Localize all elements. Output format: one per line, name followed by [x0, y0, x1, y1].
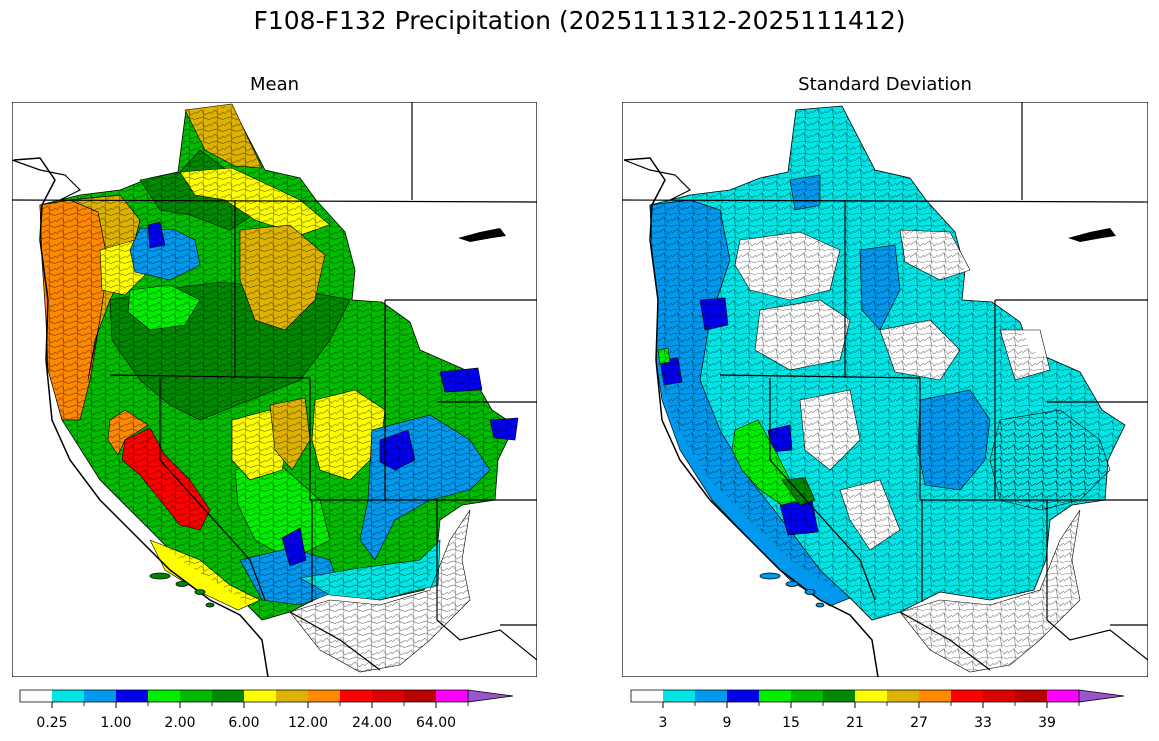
stddev-colorbar-swatch [695, 690, 727, 702]
stddev-colorbar-tick-label: 15 [782, 715, 800, 731]
stddev-colorbar-swatch [887, 690, 919, 702]
stddev-colorbar-tick-label: 3 [659, 715, 668, 731]
stddev-colorbar: 3 9 15 21 27 33 39 [630, 689, 1125, 731]
mean-colorbar-tick-label: 2.00 [164, 715, 195, 731]
mean-colorbar-tick-label: 24.00 [352, 715, 392, 731]
stddev-basin-texture [650, 106, 1125, 620]
mean-colorbar-swatch [436, 690, 468, 702]
stddev-islands [759, 572, 825, 608]
mean-colorbar-swatch [148, 690, 180, 702]
mean-colorbar-swatch [308, 690, 340, 702]
mean-colorbar-tick-label: 0.25 [36, 715, 67, 731]
stddev-colorbar-extend-arrow [1078, 689, 1125, 703]
stddev-colorbar-swatch [983, 690, 1015, 702]
mean-map [12, 102, 537, 677]
stddev-colorbar-swatch [759, 690, 791, 702]
stddev-panel-title: Standard Deviation [798, 74, 972, 95]
mean-colorbar-swatch [116, 690, 148, 702]
mean-islands [149, 572, 215, 608]
stddev-colorbar-swatch [631, 690, 663, 702]
stddev-colorbar-swatch [791, 690, 823, 702]
stddev-basins-white-se [899, 509, 1081, 673]
stddev-colorbar-swatch [663, 690, 695, 702]
stddev-colorbar-swatch [951, 690, 983, 702]
mean-colorbar-swatch [404, 690, 436, 702]
mean-colorbar-swatch [372, 690, 404, 702]
mean-colorbar-extend-arrow [467, 689, 514, 703]
stddev-colorbar-swatch [1047, 690, 1079, 702]
mean-colorbar-swatch [212, 690, 244, 702]
mean-colorbar-tick-label: 6.00 [228, 715, 259, 731]
mean-colorbar-swatch [276, 690, 308, 702]
mean-colorbar-swatch [244, 690, 276, 702]
mean-basins-white-se [289, 509, 471, 673]
mean-colorbar-swatch [84, 690, 116, 702]
mean-colorbar-tick-label: 1.00 [100, 715, 131, 731]
mean-state-boundaries [12, 102, 537, 671]
mean-colorbar-swatch [180, 690, 212, 702]
stddev-colorbar-tick-label: 21 [846, 715, 864, 731]
mean-colorbar-swatch [20, 690, 52, 702]
stddev-colorbar-swatch [727, 690, 759, 702]
figure-title: F108-F132 Precipitation (2025111312-2025… [253, 6, 906, 35]
mean-coastline [13, 157, 269, 677]
stddev-colorbar-swatch [823, 690, 855, 702]
mean-colorbar-tick-label: 12.00 [288, 715, 328, 731]
mean-colorbar-swatch [52, 690, 84, 702]
stddev-colorbar-tick-label: 39 [1038, 715, 1056, 731]
stddev-lake [1068, 228, 1116, 242]
stddev-colorbar-swatch [1015, 690, 1047, 702]
stddev-colorbar-tick-label: 9 [723, 715, 732, 731]
mean-panel-title: Mean [249, 74, 300, 95]
mean-lake [458, 228, 506, 242]
mean-basin-texture [40, 106, 515, 620]
stddev-colorbar-swatch [855, 690, 887, 702]
stddev-coastline [623, 157, 879, 677]
stddev-map [622, 102, 1148, 677]
mean-colorbar-tick-label: 64.00 [416, 715, 456, 731]
stddev-colorbar-swatch [919, 690, 951, 702]
stddev-colorbar-tick-label: 27 [910, 715, 928, 731]
stddev-colorbar-tick-label: 33 [974, 715, 992, 731]
stddev-state-boundaries [622, 102, 1148, 671]
mean-colorbar-swatch [340, 690, 372, 702]
mean-colorbar: 0.25 1.00 2.00 6.00 12.00 24.00 64.00 [19, 689, 514, 731]
